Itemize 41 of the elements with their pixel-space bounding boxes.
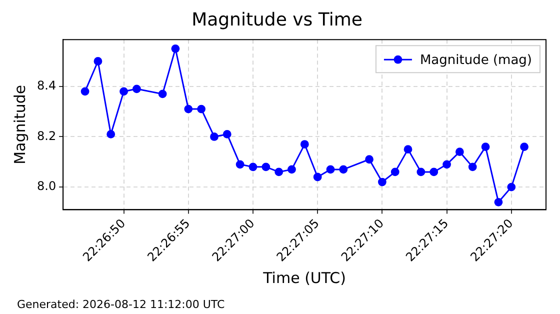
- point: [288, 165, 296, 174]
- legend-label: Magnitude (mag): [420, 52, 532, 68]
- point: [94, 57, 102, 66]
- point: [481, 142, 490, 151]
- point: [404, 145, 412, 154]
- point: [520, 142, 528, 151]
- point: [197, 104, 206, 114]
- point: [430, 168, 438, 176]
- point: [274, 168, 284, 176]
- y-tick-label: 8.0: [36, 179, 56, 194]
- text: Generated: 2026-08-12 11:12:00 UTC: [17, 298, 225, 311]
- point: [468, 162, 477, 172]
- point: [365, 155, 374, 164]
- chart-title: Magnitude vs Time: [192, 9, 362, 30]
- point: [300, 140, 309, 148]
- point: [132, 84, 141, 94]
- point: [507, 182, 516, 192]
- point: [313, 172, 322, 182]
- y-axis-title: Magnitude: [10, 84, 29, 164]
- point: [494, 198, 503, 206]
- point: [236, 160, 244, 169]
- point: [210, 132, 218, 141]
- point: [184, 104, 193, 114]
- point: [262, 162, 270, 172]
- point: [120, 87, 128, 96]
- y-tick-label: 8.4: [36, 78, 56, 93]
- point: [222, 130, 232, 138]
- point: [378, 178, 386, 186]
- point: [442, 160, 451, 169]
- point: [248, 162, 258, 172]
- point: [455, 148, 464, 156]
- y-tick-label: 8.2: [36, 128, 56, 143]
- point: [106, 130, 116, 138]
- point: [171, 44, 180, 53]
- x-axis-title: Time (UTC): [262, 268, 346, 287]
- point: [390, 168, 400, 176]
- point: [80, 87, 90, 96]
- point: [158, 90, 167, 98]
- point: [326, 165, 335, 174]
- point: [416, 168, 426, 176]
- point: [339, 165, 348, 174]
